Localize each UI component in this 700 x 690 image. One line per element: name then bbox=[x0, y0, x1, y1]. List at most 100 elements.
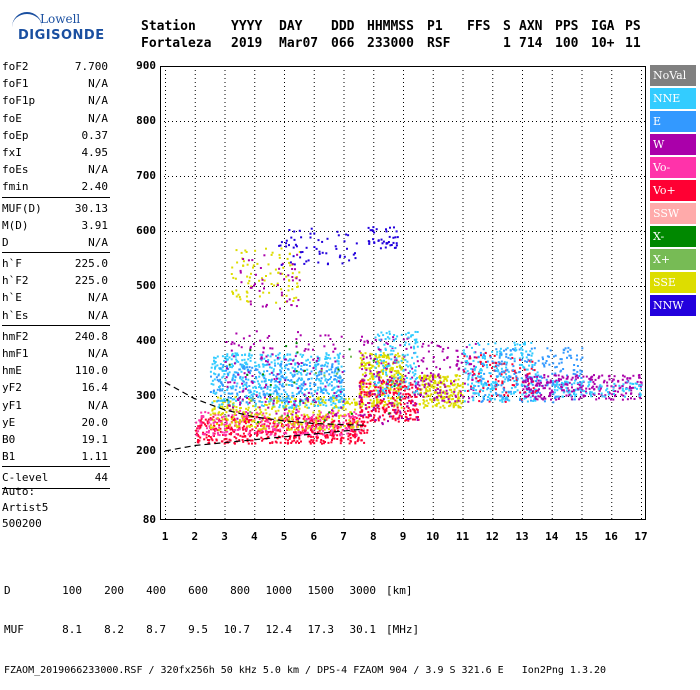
echo-point bbox=[395, 409, 397, 411]
echo-point bbox=[256, 416, 258, 418]
echo-point bbox=[530, 396, 532, 398]
echo-point bbox=[482, 378, 484, 380]
echo-point bbox=[537, 395, 539, 397]
echo-point bbox=[364, 414, 366, 416]
echo-point bbox=[286, 428, 288, 430]
echo-point bbox=[297, 429, 299, 431]
echo-point bbox=[470, 368, 472, 370]
echo-point bbox=[417, 346, 419, 348]
echo-point bbox=[232, 409, 234, 411]
echo-point bbox=[530, 359, 532, 361]
echo-point bbox=[315, 372, 317, 374]
echo-point bbox=[428, 345, 430, 347]
echo-point bbox=[490, 375, 492, 377]
echo-point bbox=[349, 434, 351, 436]
echo-point bbox=[382, 407, 384, 409]
echo-point bbox=[301, 387, 303, 389]
echo-point bbox=[419, 378, 421, 380]
echo-point bbox=[221, 403, 223, 405]
echo-point bbox=[629, 377, 631, 379]
echo-point bbox=[549, 388, 551, 390]
echo-point bbox=[271, 372, 273, 374]
echo-point bbox=[288, 229, 290, 231]
echo-point bbox=[509, 354, 511, 356]
echo-point bbox=[543, 364, 545, 366]
footer-value: 600 bbox=[170, 584, 208, 597]
echo-point bbox=[480, 376, 482, 378]
legend-item-sse: SSE bbox=[650, 272, 696, 293]
echo-point bbox=[332, 402, 334, 404]
echo-point bbox=[324, 358, 326, 360]
echo-point bbox=[260, 387, 262, 389]
echo-point bbox=[287, 258, 289, 260]
echo-point bbox=[243, 337, 245, 339]
logo-digisonde-text: DIGISONDE bbox=[18, 28, 105, 43]
echo-point bbox=[231, 379, 233, 381]
echo-point bbox=[299, 279, 301, 281]
echo-point bbox=[397, 236, 399, 238]
echo-point bbox=[363, 396, 365, 398]
echo-point bbox=[574, 380, 576, 382]
echo-point bbox=[398, 389, 400, 391]
echo-point bbox=[273, 397, 275, 399]
echo-point bbox=[431, 401, 433, 403]
echo-point bbox=[393, 350, 395, 352]
echo-point bbox=[478, 385, 480, 387]
echo-point bbox=[266, 425, 268, 427]
echo-point bbox=[562, 385, 564, 387]
echo-point bbox=[499, 373, 501, 375]
echo-point bbox=[259, 295, 261, 297]
echo-point bbox=[442, 350, 444, 352]
echo-point bbox=[428, 384, 430, 386]
echo-point bbox=[280, 422, 282, 424]
echo-point bbox=[389, 353, 391, 355]
echo-point bbox=[233, 416, 235, 418]
echo-point bbox=[358, 437, 360, 439]
echo-point bbox=[287, 439, 289, 441]
echo-point bbox=[338, 355, 340, 357]
echo-point bbox=[562, 368, 564, 370]
echo-point bbox=[513, 349, 515, 351]
echo-point bbox=[495, 392, 497, 394]
echo-point bbox=[290, 359, 292, 361]
echo-point bbox=[325, 399, 327, 401]
echo-point bbox=[394, 347, 396, 349]
footer-value: 12.4 bbox=[254, 623, 292, 636]
echo-point bbox=[483, 348, 485, 350]
param-row: MUF(D)30.13 bbox=[2, 200, 108, 217]
echo-point bbox=[274, 359, 276, 361]
y-tick-label: 300 bbox=[136, 389, 156, 402]
echo-point bbox=[325, 378, 327, 380]
echo-point bbox=[338, 417, 340, 419]
header-label-6: FFS bbox=[467, 18, 490, 35]
echo-point bbox=[249, 349, 251, 351]
echo-point bbox=[430, 372, 432, 374]
echo-point bbox=[469, 344, 471, 346]
echo-point bbox=[223, 375, 225, 377]
echo-point bbox=[504, 378, 506, 380]
echo-point bbox=[231, 393, 233, 395]
echo-point bbox=[514, 342, 516, 344]
echo-point bbox=[467, 401, 469, 403]
echo-point bbox=[262, 391, 264, 393]
echo-point bbox=[507, 395, 509, 397]
echo-point bbox=[392, 237, 394, 239]
echo-point bbox=[439, 392, 441, 394]
echo-point bbox=[218, 380, 220, 382]
echo-point bbox=[304, 350, 306, 352]
echo-point bbox=[363, 362, 365, 364]
echo-point bbox=[309, 396, 311, 398]
echo-point bbox=[326, 366, 328, 368]
echo-point bbox=[375, 339, 377, 341]
echo-point bbox=[261, 414, 263, 416]
echo-point bbox=[242, 399, 244, 401]
echo-point bbox=[416, 341, 418, 343]
echo-point bbox=[532, 392, 534, 394]
echo-point bbox=[537, 390, 539, 392]
echo-point bbox=[416, 356, 418, 358]
echo-point bbox=[407, 410, 409, 412]
echo-point bbox=[301, 374, 303, 376]
echo-point bbox=[323, 417, 325, 419]
